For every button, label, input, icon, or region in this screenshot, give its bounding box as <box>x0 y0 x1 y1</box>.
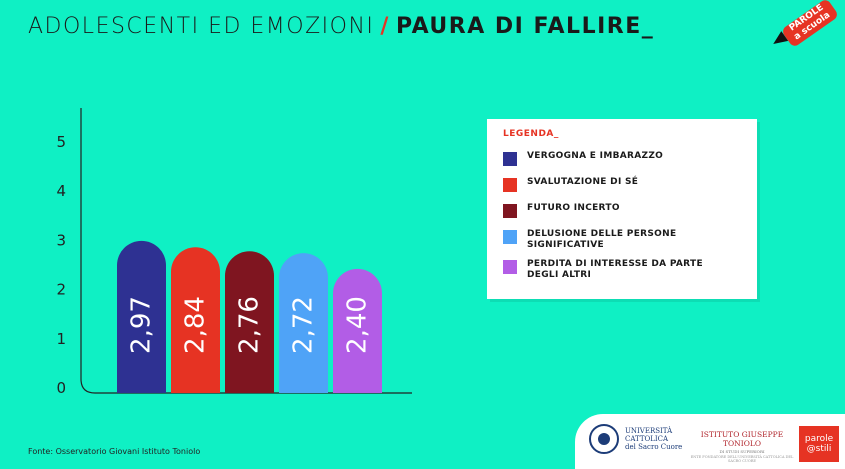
legend-swatch <box>503 230 517 244</box>
legend-swatch <box>503 204 517 218</box>
legend-label: DELUSIONE DELLE PERSONE SIGNIFICATIVE <box>527 229 677 250</box>
page-title: ADOLESCENTI ED EMOZIONI / PAURA DI FALLIRE… <box>28 14 654 39</box>
legend-title: LEGENDA_ <box>503 129 559 139</box>
legend-item: SVALUTAZIONE DI SÉ <box>503 177 748 192</box>
bar-value-label: 2,84 <box>181 296 211 354</box>
y-tick-label: 1 <box>56 330 66 348</box>
bar-chart: 0 1 2 3 4 5 2,97 2,84 2,76 2,72 2,40 <box>56 108 412 397</box>
chart-bar <box>225 251 274 393</box>
title-subject: PAURA DI FALLIRE_ <box>395 14 655 39</box>
legend-label: PERDITA DI INTERESSE DA PARTE DEGLI ALTR… <box>527 259 703 280</box>
parole-a-scuola-badge: PAROLE a scuola <box>769 0 840 49</box>
legend-item: VERGOGNA E IMBARAZZO <box>503 151 748 166</box>
chart-bar <box>279 253 328 393</box>
legend-item: PERDITA DI INTERESSE DA PARTE DEGLI ALTR… <box>503 259 748 281</box>
legend-label: FUTURO INCERTO <box>527 203 620 213</box>
partner-logos: UNIVERSITÀ CATTOLICA del Sacro Cuore IST… <box>575 414 845 469</box>
y-tick-label: 4 <box>56 182 66 200</box>
toniolo-logo: ISTITUTO GIUSEPPE TONIOLO DI STUDI SUPER… <box>687 430 797 463</box>
source-note: Fonte: Osservatorio Giovani Istituto Ton… <box>28 447 201 456</box>
bar-value-label: 2,76 <box>235 296 265 354</box>
y-tick-label: 0 <box>56 379 66 397</box>
badge-label: PAROLE a scuola <box>780 0 840 49</box>
toniolo-line3: ENTE FONDATORE DELL'UNIVERSITÀ CATTOLICA… <box>690 455 794 463</box>
bar-value-label: 2,72 <box>289 296 319 354</box>
toniolo-line2: DI STUDI SUPERIORI <box>719 449 765 454</box>
legend-item: DELUSIONE DELLE PERSONE SIGNIFICATIVE <box>503 229 748 251</box>
university-seal-icon <box>589 424 619 454</box>
y-tick-label: 5 <box>56 133 66 151</box>
chart-bar <box>333 268 382 393</box>
title-topic: ADOLESCENTI ED EMOZIONI <box>28 14 375 39</box>
chart-bar <box>171 247 220 393</box>
bar-value-label: 2,97 <box>127 296 157 354</box>
university-line2: CATTOLICA <box>625 435 669 443</box>
chart-axis <box>80 108 412 394</box>
y-tick-label: 3 <box>56 231 66 249</box>
university-line3: del Sacro Cuore <box>625 443 683 451</box>
bar-value-label: 2,40 <box>343 296 373 354</box>
legend-item: FUTURO INCERTO <box>503 203 748 218</box>
title-separator: / <box>380 14 390 39</box>
legend-swatch <box>503 260 517 274</box>
legend-label: VERGOGNA E IMBARAZZO <box>527 151 664 161</box>
university-logo-text: UNIVERSITÀ CATTOLICA del Sacro Cuore <box>625 427 682 451</box>
parole-ostili-logo: parole @stili <box>799 426 839 462</box>
parole-ostili-line1: parole <box>804 434 834 444</box>
y-tick-label: 2 <box>56 281 66 299</box>
legend-label: SVALUTAZIONE DI SÉ <box>527 177 639 187</box>
parole-ostili-line2: @stili <box>806 444 832 454</box>
chart-bar <box>117 240 166 393</box>
legend-swatch <box>503 152 517 166</box>
legend-swatch <box>503 178 517 192</box>
university-line1: UNIVERSITÀ <box>625 427 673 435</box>
chart-legend: LEGENDA_ VERGOGNA E IMBARAZZO SVALUTAZIO… <box>487 119 757 299</box>
toniolo-line1: ISTITUTO GIUSEPPE TONIOLO <box>700 430 784 448</box>
